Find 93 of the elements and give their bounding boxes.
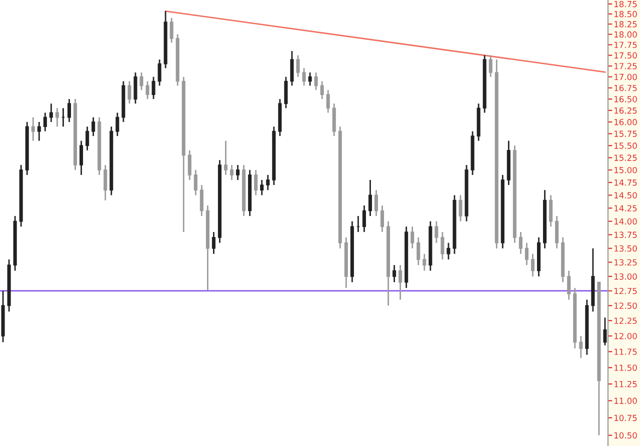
y-tick-label: 18.25	[614, 21, 637, 28]
y-tick-label: 13.00	[614, 273, 637, 280]
y-tick-label: 18.50	[614, 10, 637, 18]
candlestick	[302, 67, 306, 86]
y-tick-label: 14.25	[614, 205, 637, 212]
y-tick-label: 16.50	[614, 96, 637, 102]
candlestick	[362, 204, 366, 233]
candlestick	[524, 242, 529, 266]
candlestick	[296, 54, 300, 78]
candlestick	[434, 220, 438, 244]
y-tick-label: 10.75	[614, 414, 637, 422]
y-tick-label: 17.25	[614, 62, 637, 70]
candlestick	[236, 164, 240, 181]
y-tick-label: 15.25	[614, 154, 637, 161]
candlestick	[194, 169, 198, 196]
candlestick	[55, 107, 59, 128]
y-tick-label: 10.50	[614, 432, 637, 439]
candlestick	[458, 194, 462, 222]
candlestick	[308, 72, 312, 86]
y-tick-label: 17.00	[614, 74, 637, 80]
y-tick-label: 12.25	[614, 318, 637, 324]
y-tick-label: 12.75	[614, 288, 637, 294]
y-tick-label: 12.50	[614, 302, 637, 309]
candlestick	[320, 80, 324, 100]
y-tick-label: 16.25	[614, 107, 637, 114]
candlestick	[158, 58, 162, 86]
y-tick-label: 16.00	[614, 118, 637, 126]
candlestick	[260, 179, 264, 196]
candlestick	[104, 164, 108, 202]
candlestick	[116, 112, 120, 137]
candlestick	[392, 264, 396, 283]
y-tick-label: 14.75	[614, 180, 637, 186]
candlestick	[332, 102, 336, 137]
candlestick	[374, 189, 378, 217]
candlestick	[603, 316, 607, 346]
y-tick-label: 11.25	[614, 380, 637, 388]
y-tick-label: 13.50	[614, 245, 637, 252]
y-tick-label: 11.50	[614, 364, 637, 371]
candlestick	[380, 204, 384, 233]
candlestick	[37, 121, 41, 142]
y-tick-label: 16.75	[614, 84, 637, 92]
y-tick-label: 12.00	[614, 332, 637, 340]
y-tick-label: 14.00	[614, 218, 637, 225]
candlestick	[416, 236, 420, 266]
y-tick-label: 18.00	[614, 31, 637, 38]
candlestick	[43, 112, 47, 132]
candlestick	[67, 98, 71, 123]
candlestick	[140, 72, 144, 91]
candlestick	[284, 76, 288, 109]
candlestick	[579, 335, 583, 359]
candlestick	[549, 194, 553, 228]
candlestick	[488, 54, 492, 78]
y-tick-label: 18.75	[614, 0, 637, 8]
candlestick	[200, 184, 204, 217]
candlestick	[188, 150, 192, 181]
candlestick	[31, 116, 35, 142]
candlestick	[152, 76, 156, 100]
y-tick-label: 15.00	[614, 166, 637, 174]
y-tick-label: 11.75	[614, 348, 637, 355]
y-tick-label: 17.75	[614, 42, 637, 48]
candlestick	[410, 226, 414, 250]
candlestick	[86, 126, 90, 152]
candlestick	[314, 72, 318, 91]
y-tick-label: 15.50	[614, 142, 637, 149]
candlestick	[422, 253, 426, 272]
candlestick	[224, 140, 228, 176]
candlestick	[290, 50, 294, 86]
candlestick	[230, 164, 234, 181]
y-tick-label: 17.50	[614, 52, 637, 59]
y-tick-label: 11.00	[614, 398, 637, 404]
y-tick-label: 13.75	[614, 232, 637, 238]
candlestick	[398, 264, 402, 300]
candlestick	[92, 116, 96, 137]
candlestick	[530, 253, 535, 278]
candlestick	[368, 179, 372, 217]
candlestick	[440, 231, 444, 260]
candlestick	[567, 270, 571, 300]
candlestick	[518, 231, 522, 255]
y-tick-label: 15.75	[614, 130, 637, 137]
candlestick	[170, 17, 174, 44]
candlestick	[79, 140, 84, 176]
candlestick	[555, 215, 559, 250]
candlestick	[49, 102, 53, 123]
candlestick	[446, 242, 450, 260]
candlestick	[128, 80, 132, 104]
candlestick	[326, 89, 330, 114]
y-tick-label: 14.50	[614, 192, 637, 198]
candlestick	[212, 231, 216, 255]
candlestick	[254, 169, 258, 196]
candlestick	[146, 80, 150, 100]
candlestick	[266, 174, 270, 191]
candlestick	[134, 72, 138, 104]
y-tick-label: 13.25	[614, 259, 637, 266]
